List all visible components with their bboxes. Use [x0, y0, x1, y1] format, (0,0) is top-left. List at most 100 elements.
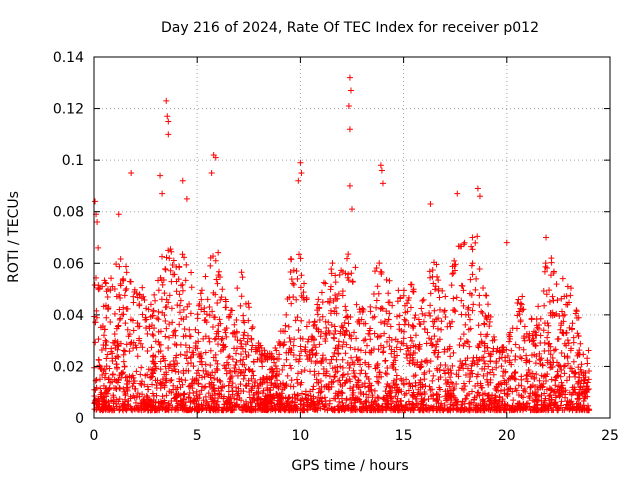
data-point	[107, 379, 114, 386]
data-point	[455, 367, 462, 374]
data-point	[152, 399, 159, 406]
data-point	[163, 404, 170, 411]
data-point	[107, 319, 114, 325]
data-point	[391, 354, 398, 361]
data-point	[172, 327, 179, 334]
data-point	[196, 391, 203, 398]
data-point	[103, 355, 110, 362]
data-point	[535, 303, 542, 310]
data-point	[113, 361, 120, 368]
data-point	[159, 253, 166, 260]
data-point	[340, 324, 347, 331]
data-point	[427, 312, 434, 319]
data-point	[458, 401, 465, 408]
data-point	[163, 392, 170, 399]
y-tick-label: 0.02	[53, 359, 84, 375]
data-point	[132, 399, 139, 406]
data-point	[111, 310, 118, 317]
data-point	[221, 362, 228, 369]
data-point	[482, 292, 489, 299]
data-point	[241, 319, 248, 326]
data-point	[571, 370, 578, 377]
data-point	[115, 354, 122, 361]
data-point	[152, 338, 159, 345]
data-point	[288, 276, 295, 283]
data-point	[337, 328, 344, 335]
data-point	[155, 316, 162, 323]
data-point	[407, 304, 414, 311]
data-point	[526, 403, 533, 410]
data-point	[133, 394, 140, 401]
data-point	[483, 333, 490, 340]
data-point	[481, 320, 488, 327]
data-point	[311, 368, 318, 375]
data-point	[474, 343, 481, 349]
data-point	[197, 290, 204, 297]
data-point	[264, 376, 271, 383]
data-point	[535, 397, 542, 404]
data-point	[225, 388, 232, 395]
data-point	[200, 367, 207, 374]
data-point	[134, 353, 141, 360]
data-point	[547, 351, 554, 358]
data-point	[322, 330, 329, 337]
data-point	[302, 391, 309, 398]
data-point	[333, 310, 340, 317]
data-point	[242, 348, 249, 355]
y-tick-label: 0.14	[53, 50, 84, 66]
data-point	[180, 403, 187, 410]
data-point	[114, 353, 121, 360]
data-point	[159, 190, 166, 197]
data-point	[341, 319, 348, 326]
data-point	[365, 330, 372, 337]
data-point	[403, 376, 410, 383]
data-point	[248, 325, 255, 332]
data-point	[255, 385, 262, 392]
data-point	[566, 373, 573, 380]
data-point	[339, 292, 346, 299]
data-point	[104, 351, 111, 358]
data-point	[162, 266, 169, 273]
data-point	[271, 359, 278, 366]
data-point	[319, 299, 326, 306]
data-point	[120, 304, 127, 311]
data-point	[547, 364, 554, 371]
data-point	[546, 287, 553, 294]
data-point	[521, 403, 528, 410]
data-point	[574, 352, 581, 359]
data-point	[386, 343, 393, 350]
data-point	[490, 371, 497, 378]
data-point	[142, 401, 149, 408]
data-point	[377, 305, 384, 312]
data-point	[299, 335, 306, 342]
data-point	[441, 405, 448, 412]
data-point	[418, 358, 425, 365]
data-point	[175, 407, 181, 414]
data-point	[417, 321, 424, 328]
data-point	[346, 396, 353, 403]
data-point	[581, 385, 588, 392]
data-point	[179, 287, 186, 294]
data-point	[92, 339, 99, 346]
data-point	[163, 296, 170, 303]
data-point	[187, 398, 194, 405]
data-point	[512, 341, 519, 348]
data-point	[570, 339, 577, 346]
data-point	[213, 401, 220, 408]
data-point	[216, 268, 223, 275]
data-point	[182, 352, 189, 359]
data-point	[476, 356, 483, 363]
data-point	[563, 377, 570, 384]
data-point	[151, 367, 158, 374]
data-point	[308, 333, 315, 340]
data-point	[99, 395, 106, 402]
data-point	[501, 390, 508, 397]
data-point	[104, 293, 111, 300]
data-point	[269, 373, 276, 380]
data-point	[403, 390, 410, 397]
data-point	[170, 386, 177, 393]
data-point	[113, 325, 120, 332]
data-point	[266, 387, 273, 394]
data-point	[174, 404, 181, 411]
data-point	[466, 290, 473, 297]
